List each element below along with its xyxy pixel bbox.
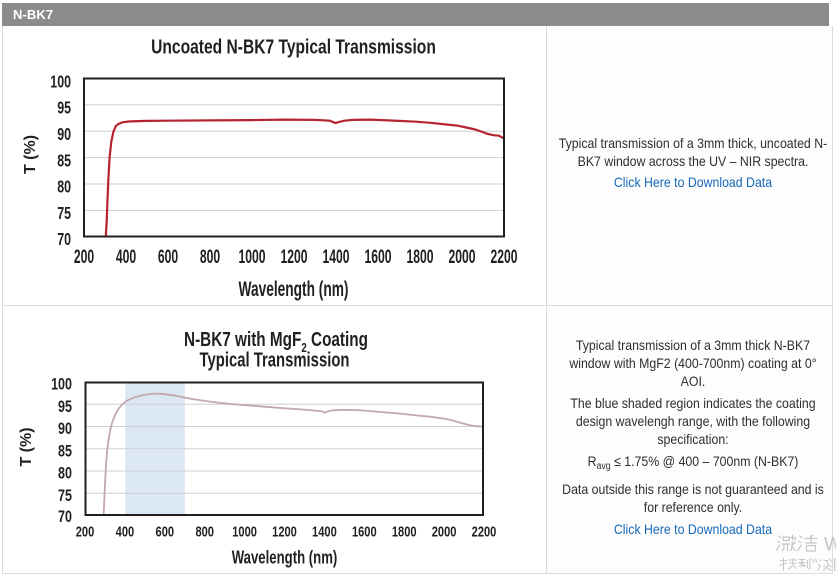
svg-text:85: 85 [57, 151, 71, 171]
svg-text:1200: 1200 [272, 523, 297, 540]
svg-text:1800: 1800 [406, 247, 433, 267]
svg-text:Wavelength (nm): Wavelength (nm) [239, 277, 349, 301]
svg-text:90: 90 [57, 125, 71, 145]
svg-text:400: 400 [116, 247, 136, 267]
svg-text:85: 85 [58, 443, 72, 461]
svg-text:100: 100 [51, 376, 72, 394]
svg-text:75: 75 [57, 204, 71, 224]
svg-text:70: 70 [58, 508, 72, 526]
svg-text:70: 70 [57, 230, 71, 250]
svg-text:600: 600 [156, 523, 175, 540]
svg-text:1000: 1000 [232, 523, 257, 540]
svg-text:100: 100 [50, 72, 71, 92]
svg-text:Uncoated N-BK7 Typical Transmi: Uncoated N-BK7 Typical Transmission [151, 35, 436, 58]
svg-text:95: 95 [58, 398, 72, 416]
svg-text:1600: 1600 [364, 247, 391, 267]
svg-text:1400: 1400 [322, 247, 349, 267]
svg-text:T (%): T (%) [18, 427, 35, 466]
svg-text:2200: 2200 [472, 523, 497, 540]
svg-text:80: 80 [58, 465, 72, 483]
svg-text:400: 400 [116, 523, 135, 540]
svg-text:1600: 1600 [352, 523, 377, 540]
svg-text:2000: 2000 [432, 523, 457, 540]
svg-text:Typical Transmission: Typical Transmission [200, 348, 350, 371]
svg-text:1400: 1400 [312, 523, 337, 540]
svg-text:600: 600 [158, 247, 178, 267]
svg-text:200: 200 [74, 247, 94, 267]
svg-text:1000: 1000 [238, 247, 265, 267]
svg-text:90: 90 [58, 420, 72, 438]
svg-text:80: 80 [57, 178, 71, 198]
svg-text:800: 800 [200, 247, 220, 267]
svg-text:75: 75 [58, 487, 72, 505]
svg-text:1200: 1200 [280, 247, 307, 267]
svg-text:1800: 1800 [392, 523, 417, 540]
svg-text:W: W [824, 535, 836, 556]
svg-text:Wavelength (nm): Wavelength (nm) [232, 548, 338, 568]
svg-text:T (%): T (%) [22, 135, 39, 174]
svg-text:200: 200 [76, 523, 95, 540]
svg-text:2200: 2200 [490, 247, 517, 267]
svg-text:95: 95 [57, 99, 71, 119]
svg-text:800: 800 [195, 523, 214, 540]
svg-text:2000: 2000 [448, 247, 475, 267]
